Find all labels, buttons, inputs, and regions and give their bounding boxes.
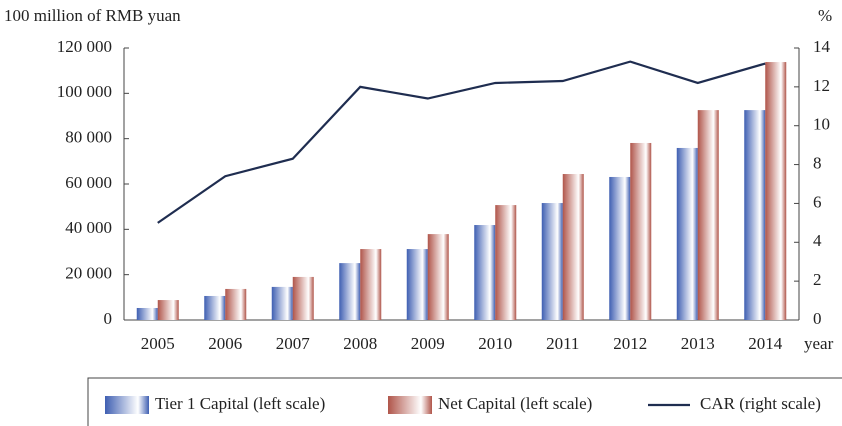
bar bbox=[744, 110, 766, 321]
legend-frame bbox=[87, 377, 842, 426]
bar bbox=[609, 176, 631, 320]
y2-axis-label: % bbox=[818, 6, 832, 25]
bar bbox=[676, 147, 698, 320]
bar bbox=[204, 295, 226, 320]
y-tick-label: 100 000 bbox=[57, 82, 112, 101]
legend-swatch bbox=[388, 396, 432, 414]
x-tick-label: 2012 bbox=[613, 334, 647, 353]
x-axis-label: year bbox=[804, 334, 834, 353]
bar bbox=[541, 203, 563, 320]
bar bbox=[136, 307, 158, 320]
bar bbox=[697, 110, 719, 321]
legend-swatch bbox=[105, 396, 149, 414]
y-tick-label: 0 bbox=[104, 309, 113, 328]
y2-tick-label: 0 bbox=[813, 309, 822, 328]
legend-label: Tier 1 Capital (left scale) bbox=[155, 394, 325, 413]
bar bbox=[562, 174, 584, 320]
y-axis-label: 100 million of RMB yuan bbox=[4, 6, 181, 25]
y-tick-label: 80 000 bbox=[65, 128, 112, 147]
bar bbox=[765, 62, 787, 320]
y2-tick-label: 2 bbox=[813, 270, 822, 289]
y2-tick-label: 14 bbox=[813, 37, 831, 56]
line bbox=[157, 60, 766, 224]
y-tick-label: 40 000 bbox=[65, 218, 112, 237]
bar bbox=[360, 249, 382, 320]
x-tick-label: 2006 bbox=[208, 334, 242, 353]
x-tick-label: 2011 bbox=[546, 334, 579, 353]
bar bbox=[406, 249, 428, 320]
x-tick-label: 2010 bbox=[478, 334, 512, 353]
legend-label: Net Capital (left scale) bbox=[438, 394, 592, 413]
bar bbox=[271, 286, 293, 320]
bar bbox=[427, 234, 449, 320]
bar bbox=[157, 300, 179, 320]
bar bbox=[339, 263, 361, 320]
y-tick-label: 20 000 bbox=[65, 264, 112, 283]
legend-label: CAR (right scale) bbox=[700, 394, 821, 413]
y2-tick-label: 6 bbox=[813, 192, 822, 211]
bar bbox=[225, 288, 247, 320]
bar bbox=[292, 276, 314, 320]
y-tick-label: 120 000 bbox=[57, 37, 112, 56]
bar bbox=[474, 225, 496, 320]
x-tick-label: 2014 bbox=[748, 334, 783, 353]
bar bbox=[630, 142, 652, 320]
x-tick-label: 2008 bbox=[343, 334, 377, 353]
bar bbox=[495, 205, 517, 320]
x-tick-label: 2013 bbox=[681, 334, 715, 353]
x-tick-label: 2005 bbox=[141, 334, 175, 353]
y2-tick-label: 4 bbox=[813, 231, 822, 250]
y2-tick-label: 8 bbox=[813, 153, 822, 172]
y-tick-label: 60 000 bbox=[65, 173, 112, 192]
x-tick-label: 2007 bbox=[276, 334, 311, 353]
y2-tick-label: 12 bbox=[813, 76, 830, 95]
y2-tick-label: 10 bbox=[813, 115, 830, 134]
x-tick-label: 2009 bbox=[411, 334, 445, 353]
